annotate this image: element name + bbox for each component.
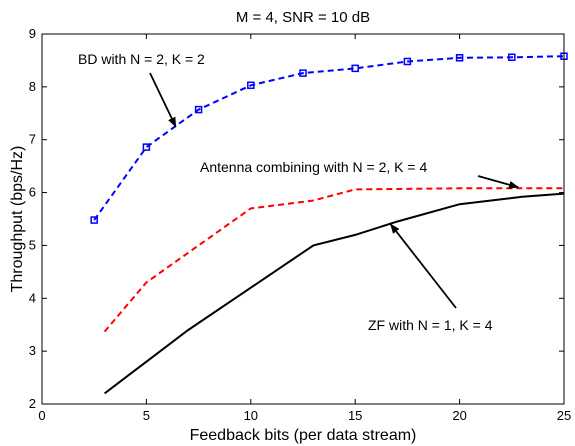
series-line-0 [93, 55, 565, 221]
x-tick-label: 0 [38, 408, 45, 423]
x-tick-label: 20 [452, 408, 466, 423]
series-marker-0 [455, 54, 464, 62]
series-line-1 [103, 187, 564, 333]
series-marker-0 [90, 216, 98, 224]
y-tick-label: 3 [29, 343, 36, 358]
y-tick-label: 2 [29, 396, 36, 411]
y-tick-label: 6 [29, 185, 36, 200]
series-marker-0 [142, 143, 151, 151]
series-marker-0 [351, 64, 359, 73]
series-line-2 [103, 192, 565, 395]
series-marker-0 [508, 53, 516, 62]
series-marker-0 [247, 81, 255, 90]
series-marker-0 [194, 105, 203, 114]
plot-frame [41, 33, 565, 405]
x-axis-label: Feedback bits (per data stream) [190, 427, 417, 444]
y-tick-label: 8 [29, 79, 36, 94]
annotation-layer: BD with N = 2, K = 2 Antenna combining wi… [78, 51, 520, 333]
series-marker-0 [403, 57, 412, 66]
y-tick-label: 7 [29, 132, 36, 147]
annotation-label: Antenna combining with N = 2, K = 4 [200, 159, 427, 175]
series-marker-0 [299, 69, 307, 77]
chart-title: M = 4, SNR = 10 dB [236, 9, 370, 26]
y-tick-label: 9 [29, 26, 36, 41]
annotation-arrow [477, 175, 520, 189]
annotation-label: BD with N = 2, K = 2 [78, 51, 205, 67]
x-tick-label: 25 [557, 408, 571, 423]
series-layer [90, 52, 568, 395]
annotation-label: ZF with N = 1, K = 4 [368, 317, 493, 333]
x-tick-label: 10 [244, 408, 258, 423]
y-tick-label: 4 [29, 290, 36, 305]
x-tick-label: 5 [143, 408, 150, 423]
y-axis-label: Throughput (bps/Hz) [9, 146, 26, 293]
y-tick-label: 5 [29, 237, 36, 252]
tick-layer: 0 5 10 15 20 25 2 3 4 5 6 7 8 9 [29, 26, 571, 423]
x-tick-label: 15 [348, 408, 362, 423]
annotation-arrow [149, 72, 177, 128]
annotation-arrow [389, 223, 457, 309]
